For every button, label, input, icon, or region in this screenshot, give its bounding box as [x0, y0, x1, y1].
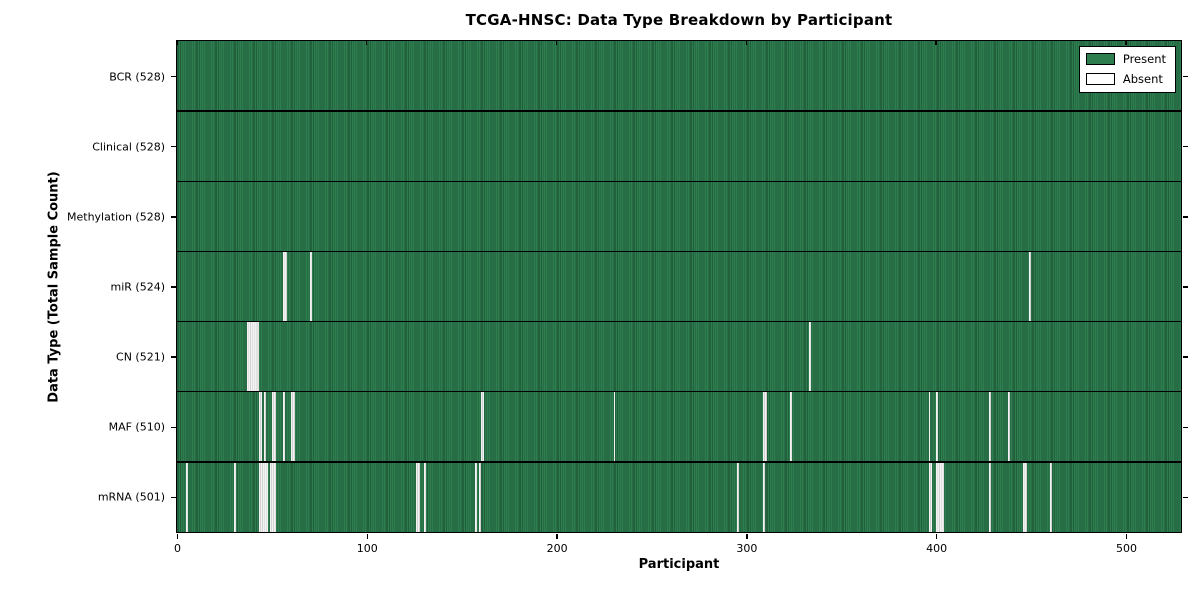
- xtick-mark-top: [366, 41, 368, 45]
- ytick-mark-left: [171, 356, 176, 358]
- ytick-label-mir: miR (524): [110, 280, 166, 294]
- ytick-label-maf: MAF (510): [108, 420, 165, 434]
- legend-entry-present: Present: [1085, 52, 1166, 66]
- absent-gap-maf: [989, 391, 992, 462]
- xtick-mark-top: [1125, 41, 1127, 45]
- ytick-label-clinical: Clinical (528): [92, 140, 165, 154]
- heatmap-row-methylation: [177, 181, 1181, 252]
- ytick-mark-left: [171, 216, 176, 218]
- row-separator: [177, 180, 1181, 182]
- xtick-mark-bottom: [1125, 534, 1128, 539]
- y-axis-label: Data Type (Total Sample Count): [46, 171, 62, 403]
- ytick-mark-left: [171, 146, 176, 148]
- absent-gap-mrna: [763, 461, 766, 532]
- xtick-mark-bottom: [556, 534, 558, 539]
- absent-gap-mir: [309, 251, 312, 322]
- row-separator: [177, 110, 1181, 112]
- ytick-mark-left: [171, 75, 176, 78]
- legend-entry-absent: Absent: [1085, 72, 1166, 86]
- absent-gap-maf: [763, 391, 768, 462]
- heatmap-row-cn: [177, 321, 1181, 392]
- heatmap-row-mir: [177, 251, 1181, 322]
- heatmap-row-mrna: [177, 461, 1181, 532]
- xtick-mark-top: [745, 41, 748, 45]
- xtick-label-100: 100: [356, 541, 378, 555]
- xtick-mark-top: [935, 41, 937, 45]
- ytick-mark-right: [1183, 75, 1188, 78]
- absent-gap-maf: [258, 391, 263, 462]
- ytick-mark-right: [1183, 426, 1188, 428]
- absent-gap-maf: [936, 391, 939, 462]
- absent-gap-mir: [1029, 251, 1032, 322]
- absent-gap-maf: [283, 391, 286, 462]
- plot-area: Present Absent: [176, 40, 1182, 533]
- absent-gap-mrna: [423, 461, 426, 532]
- absent-gap-maf: [613, 391, 616, 462]
- xtick-mark-bottom: [176, 534, 179, 539]
- xtick-label-300: 300: [736, 541, 758, 555]
- heatmap-row-clinical: [177, 111, 1181, 182]
- absent-gap-mrna: [233, 461, 236, 532]
- row-separator: [177, 250, 1181, 253]
- absent-gap-mrna: [1050, 461, 1052, 532]
- absent-gap-mrna: [474, 461, 477, 532]
- absent-gap-mrna: [416, 461, 420, 532]
- absent-gap-mir: [283, 251, 288, 322]
- chart-title: TCGA-HNSC: Data Type Breakdown by Partic…: [465, 11, 893, 29]
- ytick-mark-right: [1183, 496, 1188, 499]
- absent-gap-mrna: [258, 461, 269, 532]
- legend-swatch-absent: [1085, 73, 1115, 85]
- ytick-mark-left: [171, 286, 176, 288]
- xtick-mark-top: [555, 41, 558, 45]
- absent-gap-maf: [271, 391, 276, 462]
- x-axis-label: Participant: [638, 557, 720, 572]
- absent-gap-mrna: [928, 461, 933, 532]
- row-separator: [177, 320, 1181, 323]
- legend-label-absent: Absent: [1122, 72, 1163, 86]
- xtick-label-500: 500: [1115, 541, 1137, 555]
- ytick-mark-left: [171, 426, 176, 428]
- heatmap-row-bcr: [177, 41, 1181, 112]
- ytick-mark-right: [1183, 146, 1188, 148]
- xtick-mark-bottom: [746, 534, 748, 539]
- absent-gap-mrna: [989, 461, 992, 532]
- absent-gap-mrna: [269, 461, 276, 532]
- legend-label-present: Present: [1122, 52, 1166, 66]
- legend: Present Absent: [1078, 46, 1176, 93]
- absent-gap-maf: [790, 391, 792, 462]
- absent-gap-mrna: [936, 461, 944, 532]
- ytick-mark-right: [1183, 356, 1188, 358]
- xtick-mark-top: [176, 41, 178, 45]
- ytick-label-methylation: Methylation (528): [67, 210, 165, 224]
- row-separator: [177, 391, 1181, 393]
- xtick-mark-bottom: [935, 534, 938, 539]
- ytick-mark-right: [1183, 286, 1188, 288]
- ytick-mark-left: [171, 496, 176, 499]
- xtick-mark-bottom: [366, 534, 368, 539]
- absent-gap-maf: [1008, 391, 1011, 462]
- ytick-label-bcr: BCR (528): [109, 70, 165, 84]
- absent-gap-maf: [290, 391, 295, 462]
- absent-gap-mrna: [478, 461, 481, 532]
- absent-gap-mrna: [1023, 461, 1028, 532]
- absent-gap-maf: [928, 391, 931, 462]
- absent-gap-mrna: [186, 461, 189, 532]
- absent-gap-maf: [264, 391, 267, 462]
- xtick-label-0: 0: [174, 541, 181, 555]
- absent-gap-mrna: [736, 461, 739, 532]
- heatmap-row-maf: [177, 391, 1181, 462]
- absent-gap-cn: [809, 321, 811, 392]
- legend-swatch-present: [1085, 53, 1115, 65]
- ytick-label-cn: CN (521): [116, 350, 165, 364]
- xtick-label-400: 400: [926, 541, 948, 555]
- row-separator: [177, 461, 1181, 463]
- absent-gap-cn: [247, 321, 259, 392]
- xtick-label-200: 200: [546, 541, 568, 555]
- ytick-mark-right: [1183, 216, 1188, 218]
- ytick-label-mrna: mRNA (501): [97, 490, 165, 504]
- absent-gap-maf: [480, 391, 485, 462]
